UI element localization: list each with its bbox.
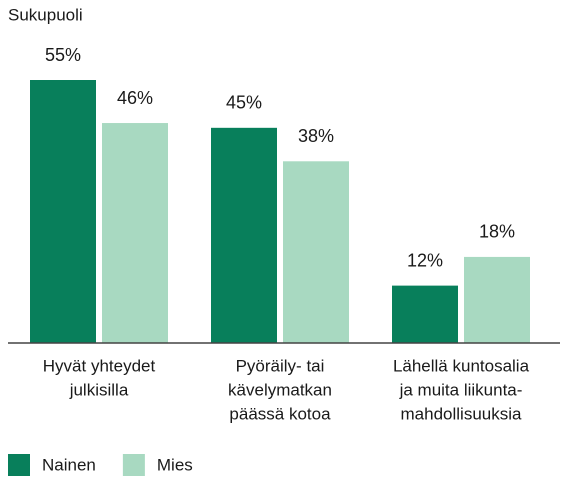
value-label: 38% xyxy=(298,126,334,146)
category-label: Hyvät yhteydet xyxy=(43,356,156,375)
category-label: päässä kotoa xyxy=(229,404,331,423)
legend-swatch xyxy=(8,454,30,476)
bar xyxy=(30,80,96,343)
category-label: ja muita liikunta- xyxy=(399,380,523,399)
category-label: Lähellä kuntosalia xyxy=(393,356,530,375)
bar xyxy=(283,161,349,343)
bar xyxy=(102,123,168,343)
value-label: 18% xyxy=(479,222,515,242)
legend-label: Mies xyxy=(157,455,193,474)
value-label: 46% xyxy=(117,88,153,108)
category-label: Pyöräily- tai xyxy=(236,356,325,375)
category-label: julkisilla xyxy=(69,380,129,399)
bar xyxy=(464,256,530,343)
chart-title: Sukupuoli xyxy=(8,5,83,24)
value-label: 55% xyxy=(45,45,81,65)
category-label: kävelymatkan xyxy=(228,380,332,399)
value-label: 12% xyxy=(407,250,443,270)
bar xyxy=(211,127,277,344)
value-label: 45% xyxy=(226,93,262,113)
category-label: mahdollisuuksia xyxy=(401,404,522,423)
legend-label: Nainen xyxy=(42,455,96,474)
legend-swatch xyxy=(122,454,145,476)
bar xyxy=(392,285,458,343)
